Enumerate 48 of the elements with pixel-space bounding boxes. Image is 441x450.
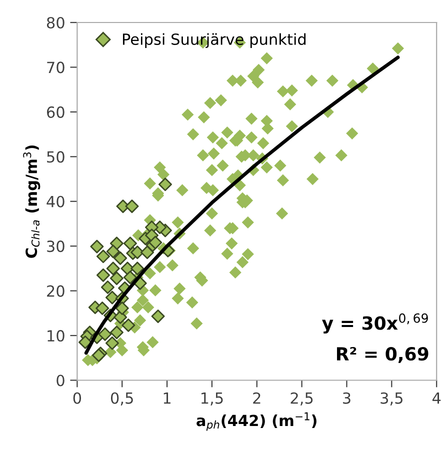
y-axis-title: C$_{Chl-a}$ (mg/m$^{3}$) <box>23 145 40 258</box>
point <box>110 326 124 340</box>
point <box>90 240 104 254</box>
y-tick-label: 80 <box>46 16 64 29</box>
y-tick-label: 40 <box>46 196 64 208</box>
x-tick-label: 1,5 <box>201 392 223 406</box>
point <box>106 244 120 258</box>
point <box>105 290 119 304</box>
y-tick-label: 50 <box>47 151 64 163</box>
point <box>96 302 110 315</box>
point <box>151 310 165 324</box>
point <box>78 335 92 349</box>
y-tick-label: 70 <box>47 62 64 74</box>
point <box>115 302 129 315</box>
x-tick-label: 2,5 <box>290 392 313 406</box>
point <box>125 200 139 214</box>
y-tick-label: 30 <box>47 240 64 252</box>
point <box>96 268 110 282</box>
x-axis-title: a$_{ph}$(442) (m$^{−1}$) <box>196 412 316 431</box>
point <box>130 246 144 260</box>
point <box>114 251 128 265</box>
y-tick-label: 60 <box>46 106 64 118</box>
x-tick-label: 2 <box>253 392 260 404</box>
x-tick-label: 3,5 <box>380 392 402 406</box>
annotation: y = 30x$^{0,69}$ <box>322 313 428 334</box>
y-tick-label: 10 <box>48 330 64 342</box>
x-tick-label: 0,5 <box>110 392 133 406</box>
point <box>105 336 119 350</box>
y-tick-label: 20 <box>47 285 64 297</box>
point <box>106 262 120 276</box>
x-tick-label: 3 <box>343 392 350 404</box>
point <box>130 262 144 276</box>
point <box>110 272 124 286</box>
point <box>100 280 114 294</box>
y-tick-label: 0 <box>56 374 64 386</box>
point <box>140 246 154 260</box>
point <box>148 236 162 250</box>
x-tick-label: 1 <box>164 392 170 404</box>
point <box>114 310 128 324</box>
point <box>158 178 172 192</box>
annotation: R² = 0,69 <box>337 346 428 363</box>
point <box>122 318 136 332</box>
x-tick-label: 4 <box>432 392 441 404</box>
point <box>96 250 110 264</box>
x-tick-label: 0 <box>73 392 82 404</box>
point <box>123 270 137 284</box>
point <box>123 236 137 250</box>
point <box>98 327 112 341</box>
